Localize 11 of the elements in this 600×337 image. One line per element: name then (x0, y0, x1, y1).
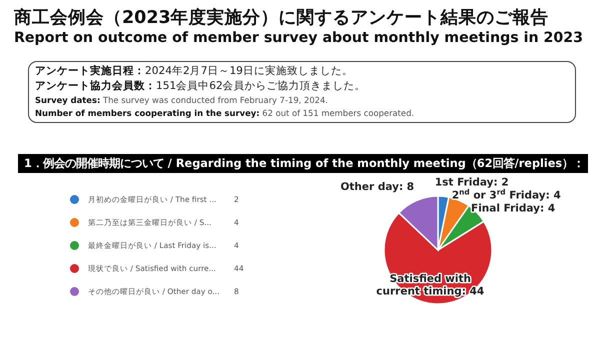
data-label: Other day: 8 (340, 180, 414, 193)
data-label: Final Friday: 4 (471, 202, 556, 214)
text: Survey dates: The survey was conducted from February 7-19, 2024. (35, 95, 328, 105)
chart-subtitle: Report on outcome of member survey about monthly meetings in 2023 (14, 30, 584, 46)
data-label: 2$^{nd}$ or 3$^{rd}$ Friday: 4 (452, 186, 561, 202)
text: アンケート協力会員数：151会員中62会員からご協力頂きました。 (35, 80, 366, 92)
data-label: 1st Friday: 2 (434, 176, 509, 188)
chart-title: 商工会例会（2023年度実施分）に関するアンケート結果のご報告 (14, 6, 549, 29)
text: アンケート実施日程：2024年2月7日～19日に実施致しました。 (35, 65, 353, 77)
text: 1．例会の開催時期について / Regarding the timing of the monthly meeting（62回答/replies）： (18, 154, 588, 173)
text: Number of members cooperating in the survey: 62 out of 151 members cooperated. (35, 108, 414, 118)
